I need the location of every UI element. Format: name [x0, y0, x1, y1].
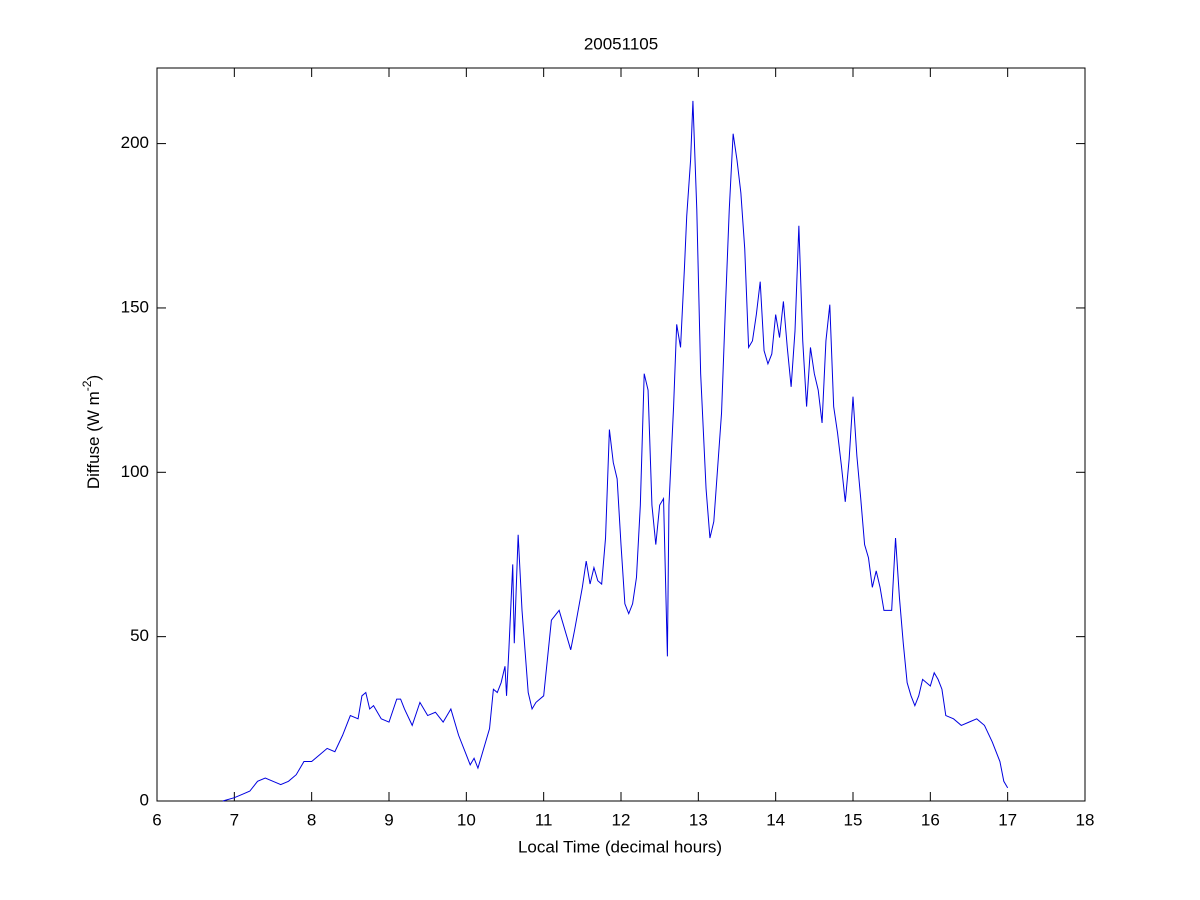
x-tick-label: 11 — [535, 810, 553, 829]
y-tick-label: 0 — [140, 790, 149, 809]
data-line — [222, 100, 1009, 802]
y-axis-label-close: ) — [84, 375, 103, 381]
x-tick-label: 14 — [766, 810, 785, 829]
x-tick-label: 9 — [384, 810, 393, 829]
x-tick-label: 12 — [612, 810, 631, 829]
y-tick-label: 100 — [121, 462, 149, 481]
x-tick-label: 18 — [1076, 810, 1095, 829]
chart-title: 20051105 — [584, 34, 658, 53]
y-tick-label: 50 — [130, 626, 149, 645]
y-axis-label-superscript: -2 — [80, 380, 94, 391]
y-tick-label: 200 — [121, 133, 149, 152]
y-axis-label: Diffuse (W m-2) — [80, 375, 103, 489]
x-tick-label: 16 — [921, 810, 940, 829]
y-tick-label: 150 — [121, 297, 149, 316]
x-tick-label: 10 — [457, 810, 476, 829]
x-axis-label: Local Time (decimal hours) — [518, 837, 722, 856]
x-tick-label: 7 — [230, 810, 239, 829]
x-tick-label: 8 — [307, 810, 316, 829]
x-tick-label: 17 — [998, 810, 1017, 829]
x-tick-label: 6 — [152, 810, 161, 829]
x-tick-label: 13 — [689, 810, 708, 829]
x-tick-label: 15 — [844, 810, 863, 829]
y-axis-label-text: Diffuse (W m — [84, 391, 103, 489]
